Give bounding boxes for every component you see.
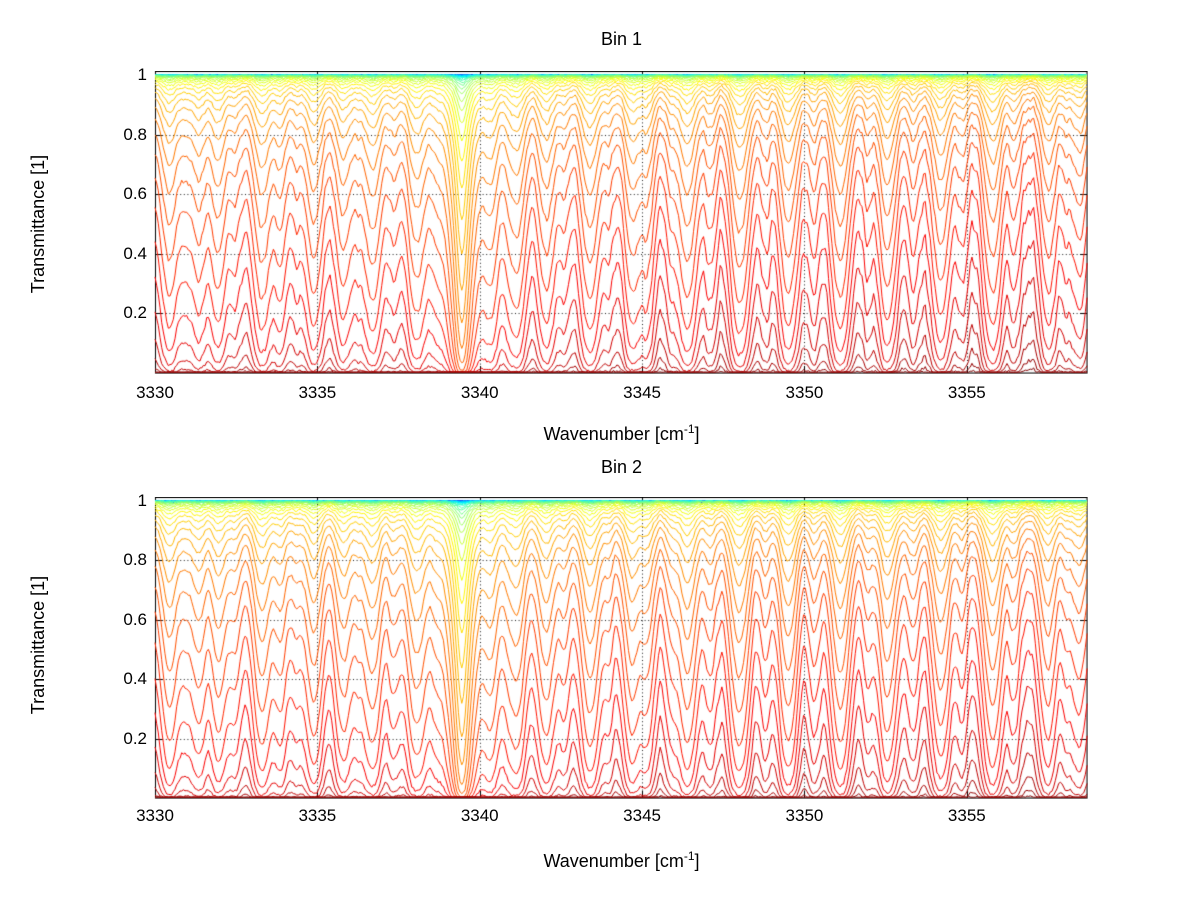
bin1-x-axis-label: Wavenumber [cm-1] [543, 422, 700, 444]
y-tick-label: 0.8 [123, 550, 147, 570]
x-tick-label: 3335 [298, 806, 337, 825]
superscript: -1 [683, 422, 695, 436]
bin2-spectra-plot [154, 497, 1088, 799]
x-tick-label: 3335 [298, 383, 337, 402]
x-tick-label: 3350 [785, 806, 824, 825]
y-tick-label: 1 [137, 490, 147, 510]
y-tick-label: 0.6 [123, 609, 147, 629]
bin1-spectra-plot [154, 71, 1088, 374]
y-tick-label: 0.6 [123, 184, 147, 204]
x-tick-label: 3355 [947, 383, 986, 402]
x-tick-label: 3355 [947, 806, 986, 825]
bin2-title: Bin 2 [600, 457, 643, 477]
x-tick-label: 3330 [136, 383, 174, 402]
bin2-x-axis-label: Wavenumber [cm-1] [543, 849, 700, 871]
y-tick-label: 0.2 [123, 728, 147, 748]
y-tick-label: 0.4 [123, 243, 147, 263]
bin2-y-axis-label: Transmittance [1] [28, 575, 48, 715]
bin1-y-axis-label: Transmittance [1] [28, 154, 48, 294]
x-tick-label: 3350 [785, 383, 824, 402]
x-tick-label: 3340 [460, 383, 499, 402]
y-tick-label: 0.4 [123, 669, 147, 689]
y-tick-label: 1 [137, 64, 147, 84]
x-tick-label: 3330 [136, 806, 174, 825]
x-tick-label: 3340 [460, 806, 499, 825]
bin1-title: Bin 1 [600, 29, 643, 49]
x-tick-label: 3345 [623, 806, 661, 825]
x-tick-label: 3345 [623, 383, 661, 402]
y-tick-label: 0.8 [123, 124, 147, 144]
superscript: -1 [683, 849, 695, 863]
y-tick-label: 0.2 [123, 303, 147, 323]
